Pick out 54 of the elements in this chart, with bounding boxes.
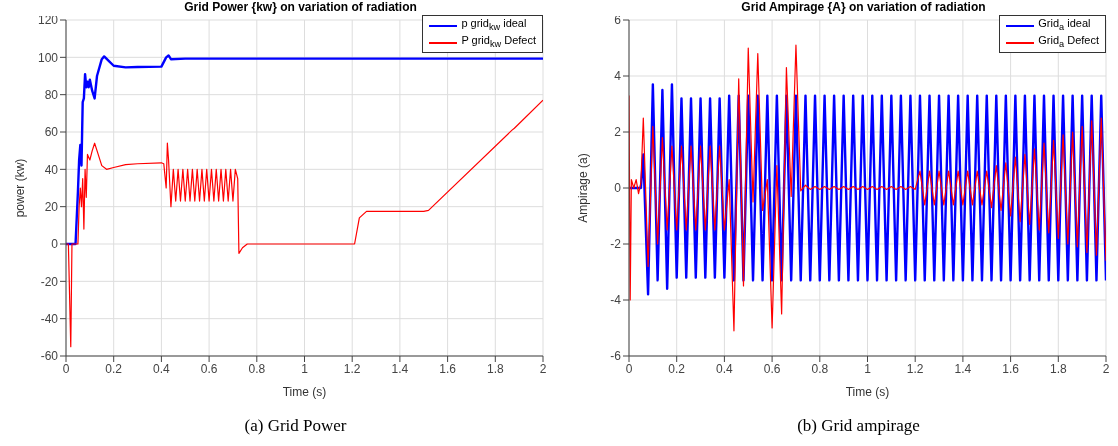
x-tick-label: 1 [864, 361, 872, 376]
y-tick-label: -2 [610, 237, 622, 252]
y-tick-label: 120 [37, 13, 59, 28]
line-series [629, 83, 1106, 296]
line-series [66, 54, 543, 246]
x-tick-label: 1.6 [439, 361, 457, 376]
x-tick-label: 0.4 [153, 361, 171, 376]
chart-title: Grid Power {kw} on variation of radiation [184, 0, 417, 14]
x-tick-label: 2 [539, 361, 547, 376]
y-tick-label: -6 [610, 349, 622, 364]
y-tick-label: -4 [610, 293, 622, 308]
x-tick-label: 0.6 [763, 361, 781, 376]
x-tick-label: 1.2 [343, 361, 361, 376]
x-tick-label: 1.6 [1002, 361, 1020, 376]
y-tick-label: 40 [44, 162, 59, 177]
text: (a) Grid Power [243, 416, 348, 436]
legend-label: p grid$_{kw}$ ideal [461, 17, 527, 35]
x-tick-label: 0.4 [716, 361, 734, 376]
y-tick-label: -60 [40, 349, 59, 364]
y-tick-label: 6 [614, 13, 622, 28]
x-tick-label: 1.8 [1049, 361, 1067, 376]
x-tick-label: 0.6 [200, 361, 218, 376]
x-tick-label: 1.8 [486, 361, 504, 376]
y-axis-title: power (kw) [13, 158, 28, 218]
y-tick-label: 4 [614, 69, 622, 84]
x-tick-label: 0.8 [248, 361, 266, 376]
x-tick-label: 1.4 [954, 361, 972, 376]
x-tick-label: 0 [62, 361, 70, 376]
y-tick-label: -40 [40, 311, 59, 326]
legend-label: P grid$_{kw}$ Defect [461, 34, 536, 52]
x-tick-label: 0.2 [668, 361, 686, 376]
x-tick-label: 1 [301, 361, 309, 376]
y-tick-label: 80 [44, 87, 59, 102]
text: (b) Grid ampirage [796, 416, 921, 436]
y-axis-title: Ampirage (a) [576, 153, 591, 223]
y-tick-label: 20 [44, 199, 59, 214]
x-tick-label: 0 [625, 361, 633, 376]
x-axis-title: Time (s) [845, 385, 890, 399]
y-tick-label: 2 [614, 125, 622, 140]
x-axis-title: Time (s) [282, 385, 327, 399]
legend-label: Grid$_{a}$ ideal [1038, 17, 1091, 35]
y-tick-label: 0 [51, 237, 59, 252]
y-tick-label: 60 [44, 125, 59, 140]
y-tick-label: 100 [37, 50, 59, 65]
x-tick-label: 0.2 [105, 361, 123, 376]
x-tick-label: 1.4 [391, 361, 409, 376]
line-series [66, 99, 543, 348]
x-tick-label: 1.2 [906, 361, 924, 376]
chart-title: Grid Ampirage {A} on variation of radiation [741, 0, 986, 14]
legend-label: Grid$_{a}$ Defect [1038, 34, 1099, 52]
x-tick-label: 0.8 [811, 361, 829, 376]
y-tick-label: -20 [40, 274, 59, 289]
x-tick-label: 2 [1102, 361, 1110, 376]
y-tick-label: 0 [614, 181, 622, 196]
